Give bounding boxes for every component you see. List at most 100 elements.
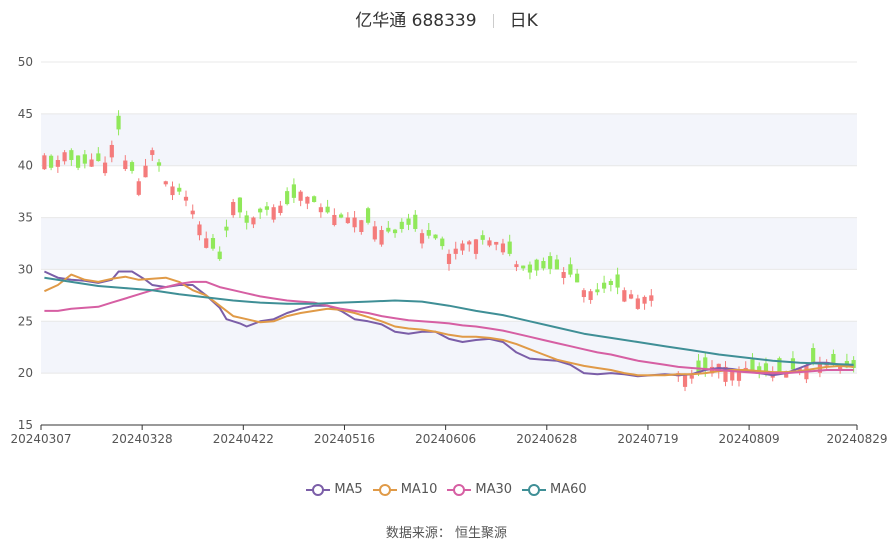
- ma-line-ma30: [44, 280, 854, 375]
- candle-body: [514, 264, 519, 268]
- candle-body: [602, 282, 607, 289]
- y-tick-label: 45: [18, 107, 33, 121]
- legend-label: MA5: [334, 482, 363, 497]
- candle-body: [143, 165, 148, 178]
- candle-body: [170, 186, 175, 196]
- candle-body: [183, 196, 189, 201]
- candle-body: [453, 248, 458, 254]
- candle-body: [521, 265, 526, 269]
- period-label[interactable]: 日K: [509, 11, 538, 31]
- candle-body: [473, 239, 479, 254]
- candle-body: [541, 261, 546, 269]
- candle-body: [494, 241, 499, 245]
- candle-body: [689, 375, 694, 379]
- candle-body: [527, 264, 533, 273]
- candle-body: [123, 160, 128, 170]
- candle-body: [109, 144, 114, 158]
- candle-body: [76, 155, 81, 168]
- candle-body: [258, 208, 263, 213]
- legend-label: MA60: [550, 482, 587, 497]
- candle-body: [446, 253, 452, 264]
- ma-line-ma10: [43, 273, 854, 377]
- candle-body: [730, 370, 735, 381]
- candle-body: [271, 207, 276, 220]
- candle-body: [325, 206, 330, 213]
- candle-body: [386, 227, 391, 232]
- candle-body: [831, 353, 836, 365]
- legend-item-ma60[interactable]: MA60: [522, 482, 587, 497]
- candle-body: [554, 259, 559, 270]
- candle-body: [649, 295, 654, 301]
- candle-body: [312, 196, 317, 203]
- candle-body: [55, 160, 60, 167]
- legend-label: MA30: [475, 482, 513, 497]
- candle-body: [332, 214, 337, 226]
- candle-body: [163, 181, 168, 185]
- candle-body: [588, 291, 593, 300]
- candle-body: [96, 153, 101, 162]
- candle-body: [433, 234, 438, 239]
- candle-body: [62, 152, 67, 162]
- legend-marker-icon: [372, 483, 397, 496]
- candle-body: [190, 210, 195, 215]
- grid-band: [41, 321, 857, 374]
- candle-body: [129, 162, 135, 171]
- legend-item-ma5[interactable]: MA5: [306, 482, 363, 497]
- candle-body: [500, 243, 506, 253]
- candle-body: [372, 226, 377, 240]
- x-tick-label: 20240829: [826, 432, 887, 446]
- candle-body: [352, 217, 357, 228]
- y-tick-label: 30: [18, 262, 33, 276]
- candle-body: [608, 280, 613, 285]
- candle-body: [703, 357, 708, 371]
- candle-body: [406, 218, 411, 225]
- candle-body: [750, 359, 755, 371]
- legend-item-ma30[interactable]: MA30: [447, 482, 512, 497]
- candle-body: [811, 348, 816, 363]
- candle-body: [460, 243, 465, 251]
- header-divider: [492, 14, 494, 28]
- candle-body: [251, 217, 256, 225]
- candle-body: [757, 366, 762, 374]
- candle-body: [763, 363, 769, 374]
- candle-body: [339, 214, 344, 218]
- candle-body: [777, 358, 782, 373]
- legend-marker-icon: [306, 483, 331, 496]
- chart-legend: MA5 MA10 MA30 MA60: [0, 482, 893, 500]
- candle-body: [723, 366, 728, 382]
- legend-label: MA10: [400, 482, 438, 497]
- candle-body: [210, 237, 216, 249]
- candle-body: [392, 229, 398, 234]
- candle-body: [359, 220, 364, 232]
- y-tick-label: 50: [18, 55, 33, 69]
- candle-body: [237, 197, 243, 213]
- candle-body: [797, 367, 802, 372]
- candle-body: [224, 226, 229, 231]
- candle-body: [440, 238, 445, 247]
- candle-body: [642, 296, 647, 304]
- candle-body: [278, 205, 283, 214]
- y-tick-label: 35: [18, 211, 33, 225]
- x-tick-label: 20240628: [516, 432, 577, 446]
- candle-body: [204, 238, 209, 248]
- candle-body: [419, 233, 425, 244]
- candle-body: [548, 256, 553, 269]
- candle-body: [298, 191, 303, 201]
- x-tick-label: 20240307: [10, 432, 71, 446]
- x-tick-label: 20240328: [112, 432, 173, 446]
- y-tick-label: 20: [18, 366, 33, 380]
- candle-body: [365, 208, 371, 223]
- y-tick-label: 40: [18, 159, 33, 173]
- candle-body: [507, 241, 512, 254]
- legend-item-ma10[interactable]: MA10: [372, 482, 438, 497]
- kline-chart: 15 20 25 30 35 40 45 50 20240307 20240328 20240422…: [10, 55, 887, 446]
- candle-body: [244, 215, 249, 223]
- candle-body: [628, 294, 634, 299]
- candle-body: [838, 366, 843, 371]
- candle-body: [379, 230, 384, 245]
- candle-body: [682, 374, 688, 387]
- candle-body: [42, 155, 47, 170]
- ma-line-ma60: [44, 276, 854, 366]
- candle-body: [197, 224, 202, 236]
- candle-body: [568, 264, 573, 275]
